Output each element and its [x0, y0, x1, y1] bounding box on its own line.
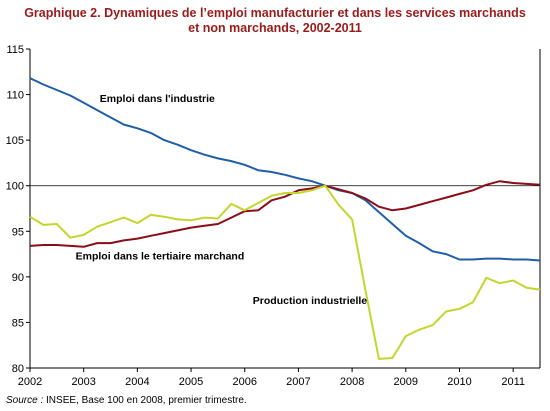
x-tick-label: 2009: [394, 376, 418, 388]
series-annotation-1: Emploi dans l'industrie: [100, 93, 215, 105]
x-tick-label: 2011: [501, 376, 525, 388]
series-annotation-2: Emploi dans le tertiaire marchand: [76, 251, 245, 263]
y-tick-label: 105: [6, 135, 24, 147]
chart-series: [29, 77, 541, 360]
x-tick-label: 2006: [232, 376, 256, 388]
x-tick-label: 2003: [71, 376, 95, 388]
chart-title-line1: Graphique 2. Dynamiques de l’emploi manu…: [24, 6, 526, 20]
chart-title-line2: et non marchands, 2002-2011: [188, 21, 362, 35]
y-tick-label: 90: [12, 272, 24, 284]
series-line-3: [29, 184, 541, 360]
series-line-1: [29, 77, 541, 262]
chart-title: Graphique 2. Dynamiques de l’emploi manu…: [0, 6, 550, 36]
y-tick-label: 80: [12, 363, 24, 375]
source-text: INSEE, Base 100 en 2008, premier trimest…: [43, 395, 247, 406]
y-tick-label: 115: [6, 44, 24, 56]
line-chart: 80 85 90 95 100 105 110 115 2002 2003 2004 2005 2006…: [6, 44, 541, 388]
y-tick-label: 110: [6, 90, 24, 102]
source-note: Source : INSEE, Base 100 en 2008, premie…: [6, 395, 247, 406]
series-line-2: [29, 180, 541, 248]
y-tick-label: 95: [12, 226, 24, 238]
x-tick-label: 2002: [18, 376, 42, 388]
chart-annotations: Emploi dans l'industrie Emploi dans le te…: [76, 93, 368, 307]
x-tick-label: 2007: [286, 376, 310, 388]
y-tick-label: 100: [6, 181, 24, 193]
source-label: Source :: [6, 395, 44, 406]
x-tick-label: 2005: [179, 376, 203, 388]
series-annotation-3: Production industrielle: [253, 295, 368, 307]
chart-axes: 80 85 90 95 100 105 110 115 2002 2003 2004 2005 2006…: [6, 44, 541, 388]
x-tick-label: 2008: [340, 376, 364, 388]
x-tick-label: 2010: [447, 376, 471, 388]
y-tick-label: 85: [12, 317, 24, 329]
x-tick-label: 2004: [125, 376, 149, 388]
